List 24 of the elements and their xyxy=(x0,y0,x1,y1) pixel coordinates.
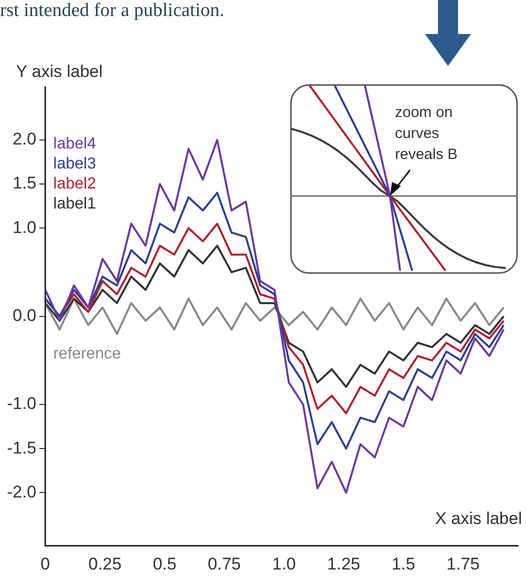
y-tick-label: -2.0 xyxy=(6,482,36,502)
text: label2 xyxy=(53,175,96,192)
y-tick-label: -1.5 xyxy=(6,438,36,458)
y-tick-label: 2.0 xyxy=(12,130,36,149)
series-label: reference xyxy=(53,346,121,363)
y-tick-label: 1.0 xyxy=(12,218,36,237)
x-tick-label: 0.5 xyxy=(152,554,176,574)
x-tick-label: 1.75 xyxy=(446,554,480,574)
text: label1 xyxy=(53,195,96,212)
y-tick-label: -1.0 xyxy=(6,394,36,414)
x-axis-title: X axis label xyxy=(435,509,522,529)
text: label4 xyxy=(53,135,96,152)
x-tick-label: 1.25 xyxy=(327,554,360,574)
annotation: zoom on curves reveals B xyxy=(395,103,459,165)
x-tick-label: 0 xyxy=(40,554,50,574)
x-tick-label: 1.0 xyxy=(272,554,296,574)
x-tick-label: 0.75 xyxy=(208,554,241,574)
text: rst intended for a publication. xyxy=(0,0,224,22)
y-tick-label: 1.5 xyxy=(12,174,36,193)
x-tick-label: 1.5 xyxy=(392,554,416,574)
x-tick-label: 0.25 xyxy=(88,554,122,574)
y-axis-title: Y axis label xyxy=(16,62,103,82)
y-tick-label: 0.0 xyxy=(12,306,36,325)
text: label3 xyxy=(53,155,96,172)
